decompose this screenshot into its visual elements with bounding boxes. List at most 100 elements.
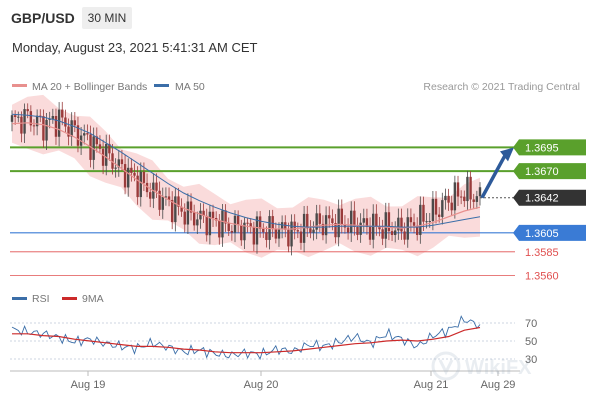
candle-body — [95, 136, 99, 145]
ma20-legend-swatch — [12, 84, 27, 87]
candle — [459, 190, 463, 205]
level-label-2: 1.3642 — [525, 193, 559, 205]
candle-body — [434, 198, 438, 215]
candle — [108, 134, 111, 161]
x-tick-label: Aug 29 — [481, 379, 516, 391]
candle — [340, 199, 343, 234]
candle-body — [459, 196, 463, 198]
candle-body — [142, 171, 146, 183]
candle — [315, 204, 318, 240]
candle-body — [412, 222, 416, 226]
rsi-panel: 70 50 30 — [10, 315, 537, 366]
candle — [312, 221, 315, 241]
candle — [230, 225, 234, 241]
candle-body — [218, 220, 221, 238]
candle — [192, 204, 196, 231]
candle — [155, 173, 158, 198]
candle-body — [318, 213, 322, 224]
ma20-legend-label: MA 20 + Bollinger Bands — [32, 81, 147, 93]
candle-body — [51, 116, 55, 119]
candle — [32, 119, 36, 136]
candle-body — [57, 109, 61, 137]
candle-body — [199, 210, 202, 220]
candle — [167, 187, 171, 207]
timeframe-button[interactable]: 30 MIN — [82, 7, 132, 29]
level-tag-3: 1.3605 — [513, 224, 586, 241]
candle — [57, 102, 61, 147]
candle-body — [92, 136, 95, 160]
candle — [412, 213, 416, 234]
candle — [280, 215, 284, 239]
candle-body — [221, 210, 224, 238]
x-tick-label: Aug 21 — [414, 379, 449, 391]
candle-body — [117, 159, 120, 168]
candle — [397, 208, 400, 240]
level-tag-2: 1.3642 — [513, 189, 586, 206]
candle — [224, 204, 227, 232]
candle — [227, 217, 230, 236]
candle — [221, 203, 224, 247]
candle-body — [174, 196, 177, 223]
candle — [20, 111, 23, 143]
candle — [149, 182, 152, 208]
candle-body — [29, 111, 33, 126]
candle-body — [101, 148, 105, 166]
candle-body — [378, 226, 381, 230]
candle — [328, 206, 331, 228]
candle — [139, 162, 142, 207]
trend-arrow — [480, 147, 514, 199]
level-tag-1: 1.3670 — [513, 163, 586, 180]
candle-body — [23, 109, 26, 134]
candle-body — [61, 109, 64, 118]
candle — [334, 213, 337, 244]
candle-body — [299, 231, 303, 243]
candle-body — [274, 228, 278, 239]
candle — [186, 193, 190, 235]
candle-body — [67, 126, 70, 137]
level-tag-bg — [513, 163, 586, 180]
candle — [475, 190, 479, 209]
candle-body — [368, 226, 372, 240]
candle — [375, 204, 378, 236]
candle-body — [139, 171, 142, 198]
candle-body — [83, 133, 86, 136]
candle — [95, 127, 99, 153]
candle — [450, 195, 453, 216]
rsi-tick-label: 70 — [525, 318, 537, 330]
candle-body — [390, 231, 394, 236]
candle — [287, 222, 290, 253]
timestamp: Monday, August 23, 2021 5:41:31 AM CET — [12, 40, 258, 55]
candle — [208, 204, 212, 245]
candle — [337, 199, 340, 247]
candle — [274, 222, 278, 244]
rsi-ma-legend-label: 9MA — [82, 293, 104, 305]
candle-body — [158, 190, 161, 210]
candle — [249, 218, 252, 234]
candle — [189, 193, 193, 221]
moving-averages — [11, 113, 481, 230]
candle — [444, 188, 447, 210]
candle-body — [243, 222, 246, 241]
candle-body — [170, 199, 174, 223]
candle-body — [240, 225, 243, 241]
candle — [54, 108, 58, 145]
candle-body — [472, 199, 475, 202]
candle-body — [365, 218, 369, 227]
candle — [290, 214, 293, 256]
x-axis: Aug 19 Aug 20 Aug 21 Aug 29 — [71, 371, 516, 391]
candle-body — [406, 217, 409, 240]
candle — [365, 208, 369, 235]
candle — [51, 108, 55, 124]
candle — [403, 222, 406, 245]
candle — [381, 219, 384, 246]
candle-body — [64, 117, 67, 127]
candle — [309, 220, 312, 239]
candle — [277, 222, 281, 247]
candle — [70, 112, 73, 146]
candle-body — [340, 208, 343, 225]
candle-body — [475, 196, 479, 202]
candle-body — [393, 230, 397, 236]
candle — [29, 105, 33, 132]
candle-body — [86, 133, 89, 135]
